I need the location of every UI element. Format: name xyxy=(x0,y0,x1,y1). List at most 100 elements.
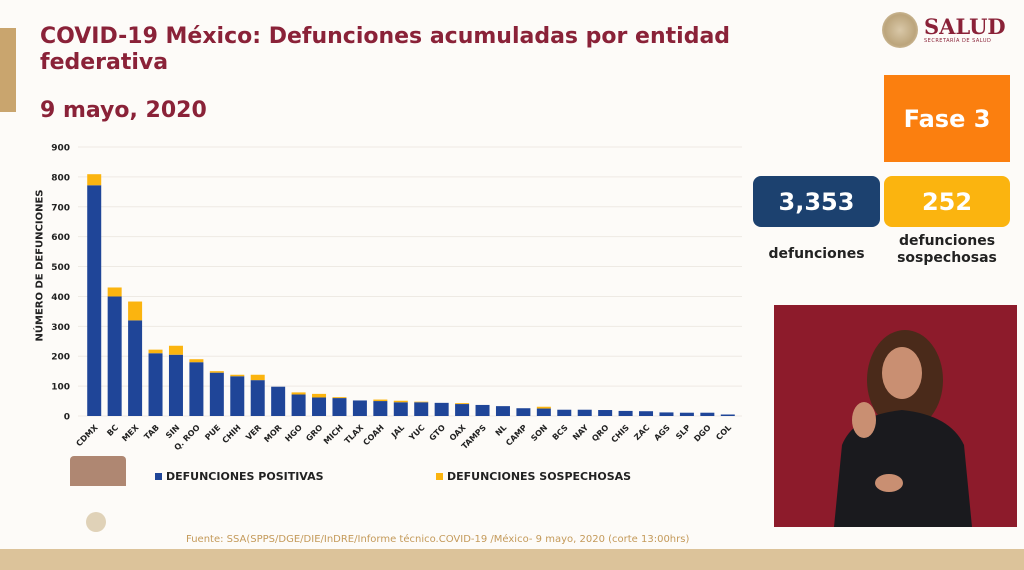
y-tick-label: 100 xyxy=(51,383,70,393)
bar-positive-AGS xyxy=(659,412,674,416)
y-tick-label: 900 xyxy=(51,144,70,154)
x-tick-label: CAMP xyxy=(504,423,529,448)
legend-swatch-positive xyxy=(155,473,162,480)
interpreter-figure xyxy=(834,330,972,527)
bar-suspected-JAL xyxy=(393,400,408,403)
seal-icon xyxy=(882,12,918,48)
y-tick-label: 600 xyxy=(51,233,70,243)
bar-positive-TLAX xyxy=(352,400,367,416)
y-tick-label: 300 xyxy=(51,323,70,333)
x-tick-label: JAL xyxy=(389,423,406,440)
bar-suspected-CDMX xyxy=(87,174,102,186)
bar-suspected-CHIH xyxy=(230,374,245,377)
y-tick-label: 0 xyxy=(64,413,70,423)
x-tick-label: COAH xyxy=(361,423,385,447)
bar-positive-COL xyxy=(720,414,735,416)
bar-suspected-Q. ROO xyxy=(189,359,204,363)
bar-positive-QRO xyxy=(598,410,613,416)
report-date: 9 mayo, 2020 xyxy=(40,98,207,123)
bar-positive-NL xyxy=(495,406,510,416)
x-tick-label: GTO xyxy=(427,423,447,443)
bar-suspected-GRO xyxy=(312,393,327,398)
deaths-card: 3,353 xyxy=(753,176,880,227)
logo-text: SALUD xyxy=(924,14,1006,39)
bar-positive-SLP xyxy=(679,412,694,416)
legend-swatch-suspected xyxy=(436,473,443,480)
legend-positive: DEFUNCIONES POSITIVAS xyxy=(155,470,324,483)
bar-positive-YUC xyxy=(414,402,429,416)
x-tick-label: SIN xyxy=(164,423,181,440)
bar-positive-SIN xyxy=(168,354,183,416)
salud-logo: SALUD SECRETARÍA DE SALUD xyxy=(882,12,1006,48)
bar-positive-GTO xyxy=(434,402,449,416)
source-note: Fuente: SSA(SPPS/DGE/DIE/InDRE/Informe t… xyxy=(186,534,690,545)
decorative-bar xyxy=(0,28,16,112)
x-tick-label: YUC xyxy=(407,423,427,443)
x-tick-label: TAB xyxy=(142,423,160,441)
x-tick-label: SLP xyxy=(674,423,692,441)
x-tick-label: MICH xyxy=(322,423,345,446)
bar-suspected-HGO xyxy=(291,392,306,395)
bar-positive-OAX xyxy=(455,404,470,416)
bar-positive-COAH xyxy=(373,401,388,416)
coat-of-arms-icon xyxy=(86,512,106,532)
y-tick-label: 500 xyxy=(51,263,70,273)
bar-positive-Q. ROO xyxy=(189,362,204,416)
bar-positive-HGO xyxy=(291,394,306,416)
x-tick-label: PUE xyxy=(203,423,222,442)
x-tick-label: CDMX xyxy=(74,422,100,448)
bar-positive-VER xyxy=(250,380,265,416)
bar-positive-BC xyxy=(107,296,122,416)
x-tick-label: QRO xyxy=(590,423,610,443)
y-tick-label: 700 xyxy=(51,203,70,213)
bar-positive-DGO xyxy=(700,412,715,416)
bar-suspected-TAB xyxy=(148,349,163,354)
bar-positive-SON xyxy=(536,408,551,416)
x-tick-label: NAY xyxy=(571,423,590,442)
suspected-card: 252 xyxy=(884,176,1010,227)
x-tick-label: VER xyxy=(244,423,263,442)
bar-positive-MICH xyxy=(332,398,347,416)
bar-suspected-SON xyxy=(536,406,551,409)
bar-positive-CDMX xyxy=(87,185,102,416)
bar-suspected-COAH xyxy=(373,399,388,402)
bar-suspected-YUC xyxy=(414,401,429,403)
deaths-label: defunciones xyxy=(768,246,865,262)
footer-band xyxy=(0,549,1024,570)
x-tick-label: NL xyxy=(494,423,509,438)
x-tick-label: BCS xyxy=(551,423,570,442)
bar-positive-PUE xyxy=(209,372,224,416)
x-tick-label: COL xyxy=(714,423,733,442)
x-tick-label: MOR xyxy=(262,423,283,444)
bar-positive-BCS xyxy=(557,409,572,416)
x-tick-label: CHIH xyxy=(221,423,243,445)
bar-positive-CHIH xyxy=(230,376,245,416)
page-title: COVID-19 México: Defunciones acumuladas … xyxy=(40,24,731,75)
x-tick-label: SON xyxy=(529,423,549,443)
bar-positive-MOR xyxy=(271,386,286,416)
y-tick-label: 400 xyxy=(51,293,70,303)
bar-suspected-VER xyxy=(250,374,265,381)
logo-subtext: SECRETARÍA DE SALUD xyxy=(924,38,992,44)
bar-positive-MEX xyxy=(128,320,143,416)
bar-positive-JAL xyxy=(393,402,408,416)
legend-suspected: DEFUNCIONES SOSPECHOSAS xyxy=(436,470,631,483)
bar-positive-NAY xyxy=(577,409,592,416)
x-tick-label: DGO xyxy=(692,423,713,444)
x-tick-label: CHIS xyxy=(610,423,632,445)
bar-suspected-BC xyxy=(107,287,122,297)
x-tick-label: HGO xyxy=(283,423,304,444)
bar-positive-ZAC xyxy=(639,411,654,416)
deaths-bar-chart: 0 100 200 300 400 500 600 700 800 900 CDMX BC MEX TAB… xyxy=(51,144,742,452)
x-tick-label: AGS xyxy=(652,423,672,443)
x-tick-label: ZAC xyxy=(632,423,651,442)
legend-label-suspected: DEFUNCIONES SOSPECHOSAS xyxy=(447,470,632,483)
bar-suspected-MICH xyxy=(332,397,347,399)
bar-positive-TAB xyxy=(148,353,163,416)
y-tick-label: 800 xyxy=(51,173,70,183)
y-tick-label: 200 xyxy=(51,353,70,363)
legend-label-positive: DEFUNCIONES POSITIVAS xyxy=(166,470,324,483)
suspected-label: defunciones sospechosas xyxy=(897,233,997,266)
x-tick-label: MEX xyxy=(120,422,141,443)
bar-positive-TAMPS xyxy=(475,404,490,416)
